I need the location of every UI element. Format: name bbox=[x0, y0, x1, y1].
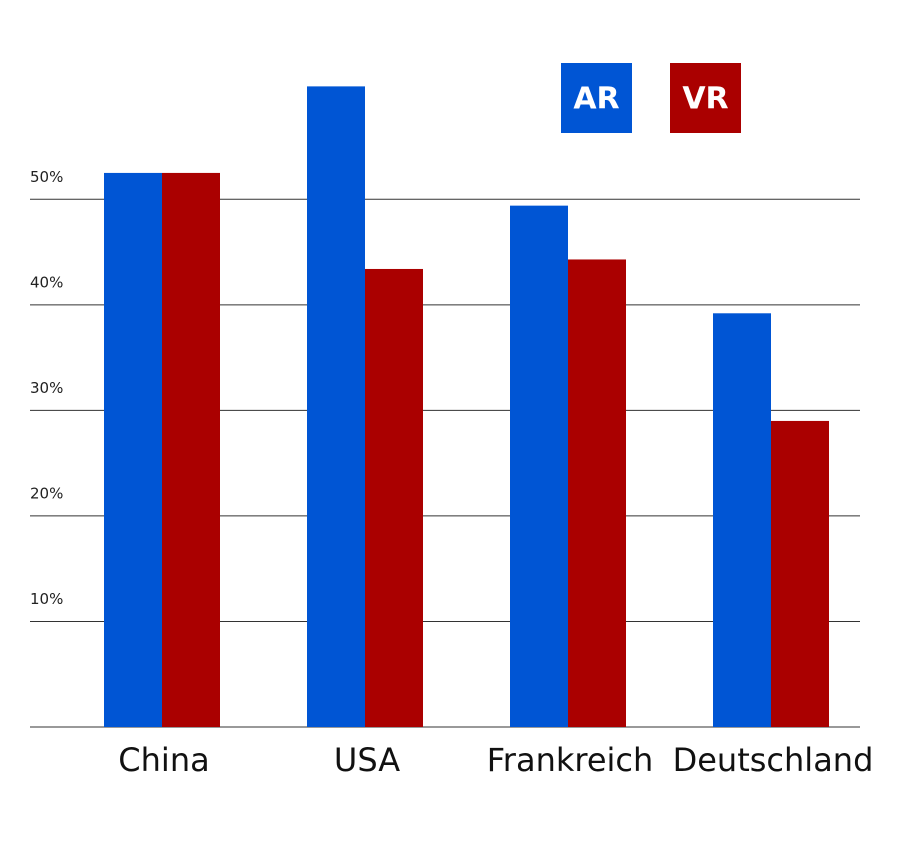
y-tick-label: 40% bbox=[30, 273, 63, 291]
bar bbox=[713, 313, 771, 727]
bar bbox=[162, 172, 220, 727]
bar bbox=[365, 268, 423, 727]
bar bbox=[568, 259, 626, 727]
legend-label: VR bbox=[682, 82, 728, 117]
legend-label: AR bbox=[573, 82, 619, 117]
legend-swatch bbox=[670, 63, 741, 133]
bar bbox=[771, 420, 829, 727]
legend-swatch bbox=[561, 63, 632, 133]
bar bbox=[510, 205, 568, 727]
y-tick-label: 10% bbox=[30, 590, 63, 608]
x-tick-label: USA bbox=[334, 741, 400, 779]
bar bbox=[104, 172, 162, 727]
bar bbox=[307, 86, 365, 728]
x-tick-label: Frankreich bbox=[487, 741, 654, 779]
y-tick-label: 20% bbox=[30, 484, 63, 502]
x-tick-label: Deutschland bbox=[673, 741, 874, 779]
x-tick-label: China bbox=[118, 741, 209, 779]
y-tick-label: 30% bbox=[30, 379, 63, 397]
y-tick-label: 50% bbox=[30, 168, 63, 186]
